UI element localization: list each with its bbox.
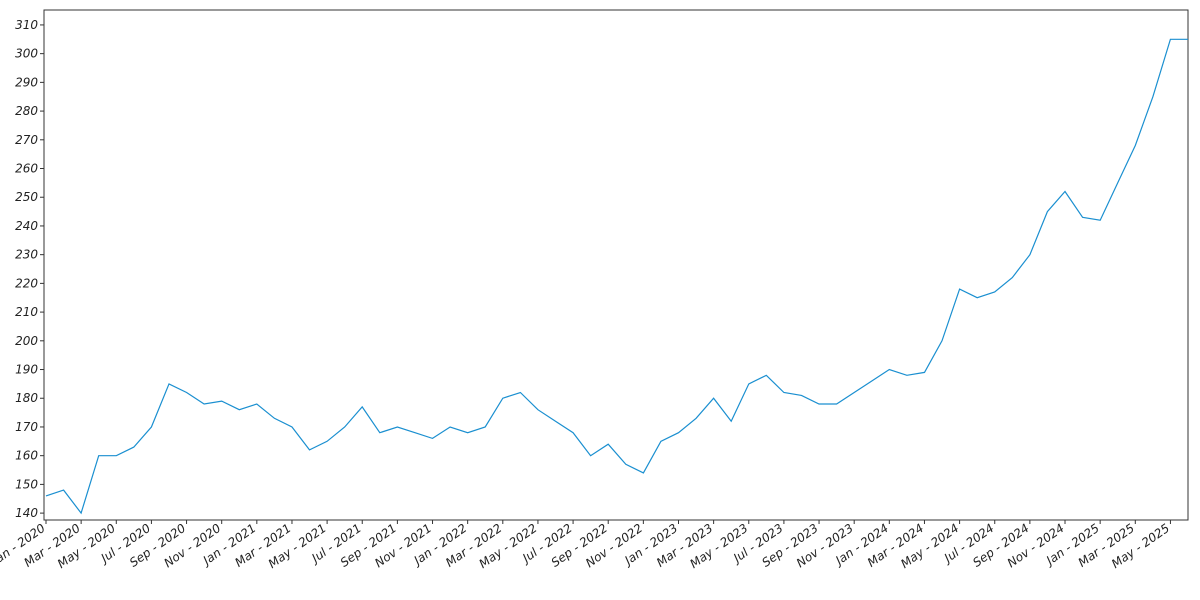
y-tick-label: 270 (15, 133, 38, 147)
y-tick-label: 240 (15, 219, 38, 233)
y-tick-label: 200 (15, 334, 38, 348)
y-tick-label: 140 (15, 506, 38, 520)
y-tick-label: 290 (15, 75, 38, 89)
y-tick-label: 160 (15, 449, 38, 463)
plot-frame (43, 9, 1189, 521)
y-tick-label: 300 (15, 47, 38, 61)
y-tick-label: 170 (15, 420, 38, 434)
y-tick-label: 150 (15, 477, 38, 491)
y-tick-label: 220 (15, 276, 38, 290)
y-tick-label: 250 (15, 190, 38, 204)
y-tick-label: 210 (15, 305, 38, 319)
y-tick-label: 190 (15, 363, 38, 377)
y-tick-label: 180 (15, 391, 38, 405)
y-tick-label: 280 (15, 104, 38, 118)
y-tick-label: 310 (15, 18, 38, 32)
y-tick-label: 260 (15, 162, 38, 176)
y-tick-label: 230 (15, 248, 38, 262)
data-line (45, 38, 1188, 515)
